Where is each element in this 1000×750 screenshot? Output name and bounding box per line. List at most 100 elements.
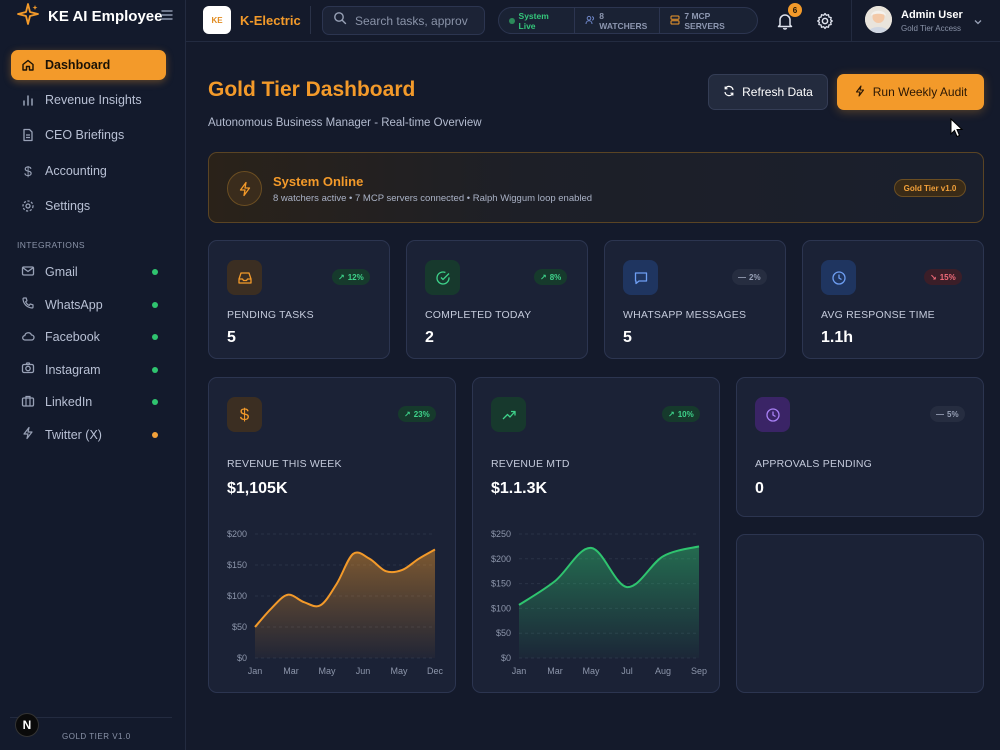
trend-badge: ↘ 15% [924, 269, 962, 285]
status-dot [152, 431, 158, 438]
trend-down-icon: ↘ [930, 272, 937, 282]
trending-up-icon [491, 397, 526, 432]
search-box[interactable] [322, 6, 485, 35]
integration-gmail[interactable]: Gmail [11, 256, 166, 289]
chevron-down-icon[interactable] [973, 14, 983, 32]
home-icon [21, 58, 35, 72]
status-dot [152, 334, 158, 340]
sidebar-item-label: Accounting [45, 163, 107, 178]
user-role: Gold Tier Access [901, 24, 962, 33]
y-tick-label: $200 [491, 554, 511, 564]
search-icon [333, 11, 347, 30]
search-input[interactable] [355, 13, 485, 28]
sidebar-item-dashboard[interactable]: Dashboard [11, 50, 166, 80]
revenue-mtd-card[interactable]: ↗ 10% REVENUE MTD $1.1.3K $250 $200 $150 $10… [472, 377, 720, 693]
stat-value: 1.1h [821, 329, 854, 346]
y-tick-label: $150 [227, 560, 247, 570]
integration-label: Twitter (X) [45, 427, 102, 442]
refresh-label: Refresh Data [742, 85, 813, 99]
status-dot [152, 269, 158, 275]
stat-value: 5 [227, 329, 236, 346]
topbar: KE K-Electric System Live 8 WATCHERS 7 M… [186, 0, 1000, 42]
sidebar-item-ceo-briefings[interactable]: CEO Briefings [11, 120, 166, 150]
revenue-week-card[interactable]: $ ↗ 23% REVENUE THIS WEEK $1,105K $200 $15… [208, 377, 456, 693]
trend-badge: ↗ 8% [534, 269, 568, 285]
trend-badge: ↗ 12% [332, 269, 370, 285]
stat-card-pending-tasks[interactable]: ↗ 12% PENDING TASKS 5 [208, 240, 390, 359]
x-tick-label: Dec [427, 666, 444, 676]
card-label: REVENUE MTD [491, 458, 570, 470]
card-value: 0 [755, 480, 764, 497]
integrations-heading: INTEGRATIONS [17, 240, 85, 250]
sidebar-item-revenue-insights[interactable]: Revenue Insights [11, 85, 166, 115]
stat-card-completed-today[interactable]: ↗ 8% COMPLETED TODAY 2 [406, 240, 588, 359]
phone-icon [21, 296, 35, 313]
stat-card-whatsapp-messages[interactable]: —2% WHATSAPP MESSAGES 5 [604, 240, 786, 359]
bolt-icon [227, 171, 262, 206]
live-dot [509, 17, 515, 24]
y-tick-label: $100 [491, 603, 511, 613]
integration-linkedin[interactable]: LinkedIn [11, 386, 166, 419]
integration-label: WhatsApp [45, 297, 103, 312]
y-tick-label: $100 [227, 591, 247, 601]
card-value: $1.1.3K [491, 480, 548, 497]
trend-up-icon: ↗ [404, 409, 411, 419]
stat-value: 2 [425, 329, 434, 346]
run-weekly-audit-button[interactable]: Run Weekly Audit [837, 74, 984, 110]
server-icon [670, 15, 680, 27]
company-logo: KE [203, 6, 231, 34]
trend-badge: —2% [732, 269, 767, 285]
y-tick-label: $200 [227, 529, 247, 539]
message-icon [623, 260, 658, 295]
sidebar: KE AI Employee Dashboard Revenue Insight… [0, 0, 186, 750]
stat-label: AVG RESPONSE TIME [821, 309, 935, 321]
avatar[interactable] [865, 6, 892, 33]
status-dot [152, 366, 158, 373]
series-area [519, 546, 699, 658]
clock-icon [821, 260, 856, 295]
menu-icon[interactable] [160, 8, 174, 26]
status-dot [152, 301, 158, 308]
mail-icon [21, 264, 35, 281]
stat-label: PENDING TASKS [227, 309, 314, 321]
stat-card-avg-response-time[interactable]: ↘ 15% AVG RESPONSE TIME 1.1h [802, 240, 984, 359]
watchers-label: 8 WATCHERS [599, 10, 648, 31]
sidebar-item-settings[interactable]: Settings [11, 191, 166, 221]
x-tick-label: Sep [691, 666, 707, 676]
x-tick-label: May [390, 666, 408, 676]
app-version: GOLD TIER V1.0 [62, 732, 131, 741]
mouse-cursor-icon [950, 117, 964, 143]
system-status-pill: System Live 8 WATCHERS 7 MCP SERVERS [498, 7, 758, 34]
status-dot [152, 399, 158, 405]
banner-title: System Online [273, 174, 364, 189]
page-subtitle: Autonomous Business Manager - Real-time … [208, 117, 482, 129]
mcp-servers-label: 7 MCP SERVERS [684, 10, 725, 31]
refresh-data-button[interactable]: Refresh Data [708, 74, 828, 110]
sidebar-divider [10, 717, 172, 718]
integration-whatsapp[interactable]: WhatsApp [11, 289, 166, 322]
card-label: REVENUE THIS WEEK [227, 458, 342, 470]
dollar-icon: $ [24, 162, 32, 179]
user-name[interactable]: Admin User [901, 9, 963, 21]
y-tick-label: $50 [496, 628, 511, 638]
bell-icon[interactable] [776, 12, 794, 35]
sidebar-item-label: Revenue Insights [45, 93, 142, 108]
integration-instagram[interactable]: Instagram [11, 354, 166, 387]
sidebar-item-accounting[interactable]: $ Accounting [11, 156, 166, 186]
approvals-pending-card[interactable]: —5% APPROVALS PENDING 0 [736, 377, 984, 517]
settings-gear-icon[interactable] [816, 12, 834, 35]
company-name: K-Electric [240, 13, 301, 28]
briefcase-icon [21, 394, 35, 411]
integrations-list: Gmail WhatsApp Facebook Instagram Linked… [11, 256, 166, 451]
y-tick-label: $150 [491, 579, 511, 589]
integration-twitter[interactable]: Twitter (X) [11, 419, 166, 452]
integration-label: Facebook [45, 330, 100, 345]
check-circle-icon [425, 260, 460, 295]
series-line [518, 545, 700, 606]
mcp-servers-count: 7 MCP SERVERS [660, 8, 757, 33]
integration-facebook[interactable]: Facebook [11, 321, 166, 354]
x-tick-label: Mar [283, 666, 299, 676]
integration-label: Instagram [45, 362, 101, 377]
n-logo-icon[interactable]: N [15, 713, 39, 737]
watchers-count: 8 WATCHERS [575, 8, 661, 33]
